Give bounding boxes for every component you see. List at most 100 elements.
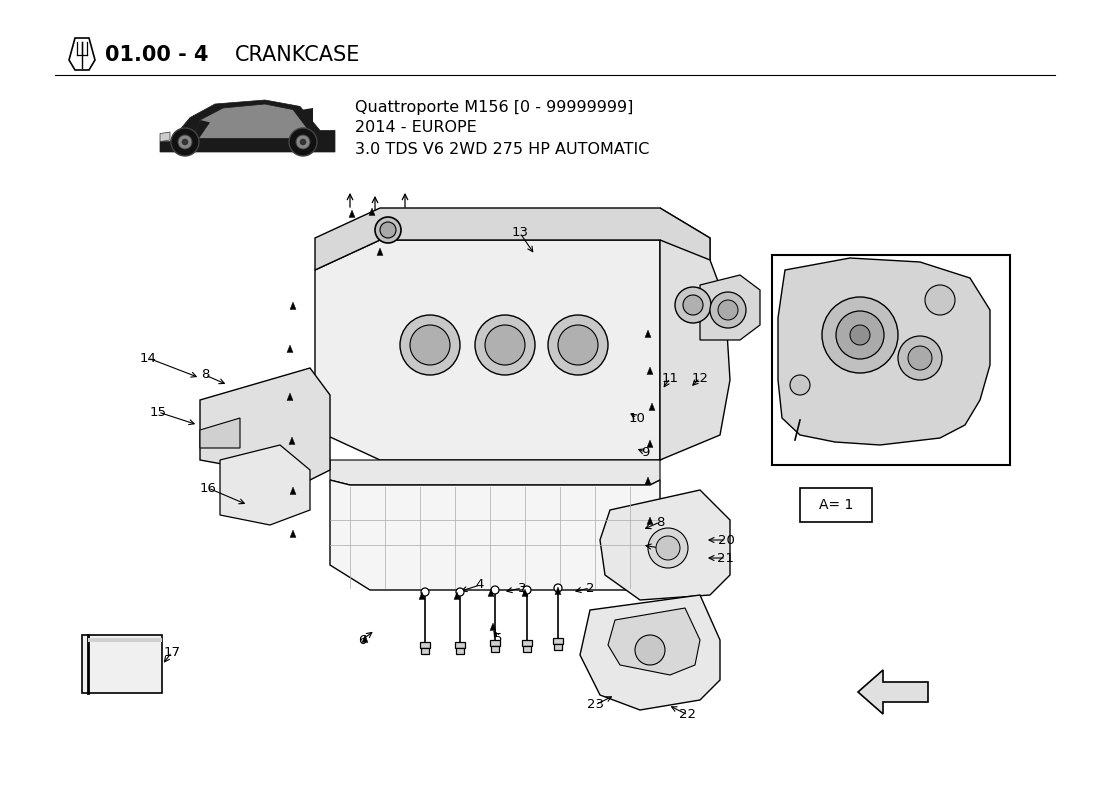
Polygon shape bbox=[580, 595, 720, 710]
Text: 17: 17 bbox=[164, 646, 180, 658]
Polygon shape bbox=[491, 646, 499, 652]
Circle shape bbox=[170, 128, 199, 156]
Text: 21: 21 bbox=[717, 551, 735, 565]
Polygon shape bbox=[315, 240, 710, 460]
Text: 3.0 TDS V6 2WD 275 HP AUTOMATIC: 3.0 TDS V6 2WD 275 HP AUTOMATIC bbox=[355, 142, 649, 157]
Polygon shape bbox=[553, 638, 563, 644]
Text: 8: 8 bbox=[201, 369, 209, 382]
Polygon shape bbox=[455, 642, 465, 648]
Polygon shape bbox=[858, 670, 928, 714]
Circle shape bbox=[421, 588, 429, 596]
Text: 20: 20 bbox=[717, 534, 735, 546]
Polygon shape bbox=[647, 367, 653, 374]
Circle shape bbox=[178, 135, 192, 149]
Bar bbox=[800, 488, 872, 522]
Circle shape bbox=[379, 222, 396, 238]
Polygon shape bbox=[330, 480, 660, 590]
Circle shape bbox=[656, 536, 680, 560]
Text: 2014 - EUROPE: 2014 - EUROPE bbox=[355, 120, 476, 135]
Circle shape bbox=[300, 139, 306, 145]
Circle shape bbox=[635, 635, 666, 665]
Circle shape bbox=[522, 586, 531, 594]
Circle shape bbox=[548, 315, 608, 375]
Circle shape bbox=[675, 287, 711, 323]
Polygon shape bbox=[660, 208, 710, 460]
Polygon shape bbox=[192, 104, 310, 138]
Text: 11: 11 bbox=[661, 371, 679, 385]
Circle shape bbox=[908, 346, 932, 370]
Polygon shape bbox=[600, 490, 730, 600]
Text: A= 1: A= 1 bbox=[818, 498, 854, 512]
Polygon shape bbox=[349, 210, 355, 218]
Circle shape bbox=[289, 128, 317, 156]
Polygon shape bbox=[290, 487, 296, 494]
Circle shape bbox=[558, 325, 598, 365]
Text: 01.00 - 4: 01.00 - 4 bbox=[104, 45, 209, 65]
Polygon shape bbox=[368, 208, 375, 215]
Text: 13: 13 bbox=[512, 226, 528, 239]
Polygon shape bbox=[645, 330, 651, 338]
Polygon shape bbox=[315, 208, 710, 270]
Circle shape bbox=[925, 285, 955, 315]
Polygon shape bbox=[88, 638, 162, 642]
Polygon shape bbox=[490, 640, 500, 646]
Text: 9: 9 bbox=[641, 446, 649, 458]
Polygon shape bbox=[82, 635, 162, 693]
Text: 8: 8 bbox=[656, 515, 664, 529]
Text: Quattroporte M156 [0 - 99999999]: Quattroporte M156 [0 - 99999999] bbox=[355, 100, 634, 115]
Text: 2: 2 bbox=[585, 582, 594, 594]
Polygon shape bbox=[454, 592, 460, 599]
Circle shape bbox=[410, 325, 450, 365]
Polygon shape bbox=[778, 258, 990, 445]
Polygon shape bbox=[647, 440, 653, 447]
Circle shape bbox=[822, 297, 898, 373]
Polygon shape bbox=[289, 437, 295, 445]
Polygon shape bbox=[700, 275, 760, 340]
Text: 22: 22 bbox=[680, 709, 696, 722]
Text: 4: 4 bbox=[476, 578, 484, 591]
Polygon shape bbox=[302, 108, 313, 132]
Text: 24: 24 bbox=[848, 369, 866, 382]
Circle shape bbox=[898, 336, 942, 380]
Polygon shape bbox=[421, 648, 429, 654]
Polygon shape bbox=[290, 530, 296, 538]
Polygon shape bbox=[522, 646, 531, 652]
Text: 18: 18 bbox=[847, 422, 864, 434]
Circle shape bbox=[456, 588, 464, 596]
Text: 23: 23 bbox=[586, 698, 604, 711]
Circle shape bbox=[683, 295, 703, 315]
Circle shape bbox=[296, 135, 310, 149]
Polygon shape bbox=[287, 393, 293, 401]
Polygon shape bbox=[160, 100, 336, 152]
Polygon shape bbox=[377, 248, 383, 255]
Bar bbox=[772, 255, 1010, 465]
Polygon shape bbox=[522, 640, 532, 646]
Polygon shape bbox=[490, 623, 496, 630]
Circle shape bbox=[375, 217, 402, 243]
Text: 6: 6 bbox=[358, 634, 366, 646]
Polygon shape bbox=[192, 120, 210, 138]
Polygon shape bbox=[488, 589, 494, 597]
Circle shape bbox=[710, 292, 746, 328]
Polygon shape bbox=[647, 517, 653, 525]
Polygon shape bbox=[522, 589, 528, 597]
Polygon shape bbox=[220, 445, 310, 525]
Text: 7: 7 bbox=[656, 542, 664, 554]
Polygon shape bbox=[330, 460, 660, 485]
Polygon shape bbox=[554, 644, 562, 650]
Text: 24: 24 bbox=[849, 363, 867, 377]
Circle shape bbox=[648, 528, 688, 568]
Text: 15: 15 bbox=[150, 406, 166, 418]
Polygon shape bbox=[420, 642, 430, 648]
Circle shape bbox=[475, 315, 535, 375]
Circle shape bbox=[400, 315, 460, 375]
Text: 10: 10 bbox=[628, 411, 646, 425]
Text: 3: 3 bbox=[518, 582, 526, 594]
Polygon shape bbox=[456, 648, 464, 654]
Text: 19: 19 bbox=[719, 278, 736, 291]
Text: 18: 18 bbox=[847, 422, 864, 434]
Polygon shape bbox=[419, 592, 425, 599]
Circle shape bbox=[718, 300, 738, 320]
Polygon shape bbox=[200, 418, 240, 448]
Text: 16: 16 bbox=[199, 482, 217, 494]
